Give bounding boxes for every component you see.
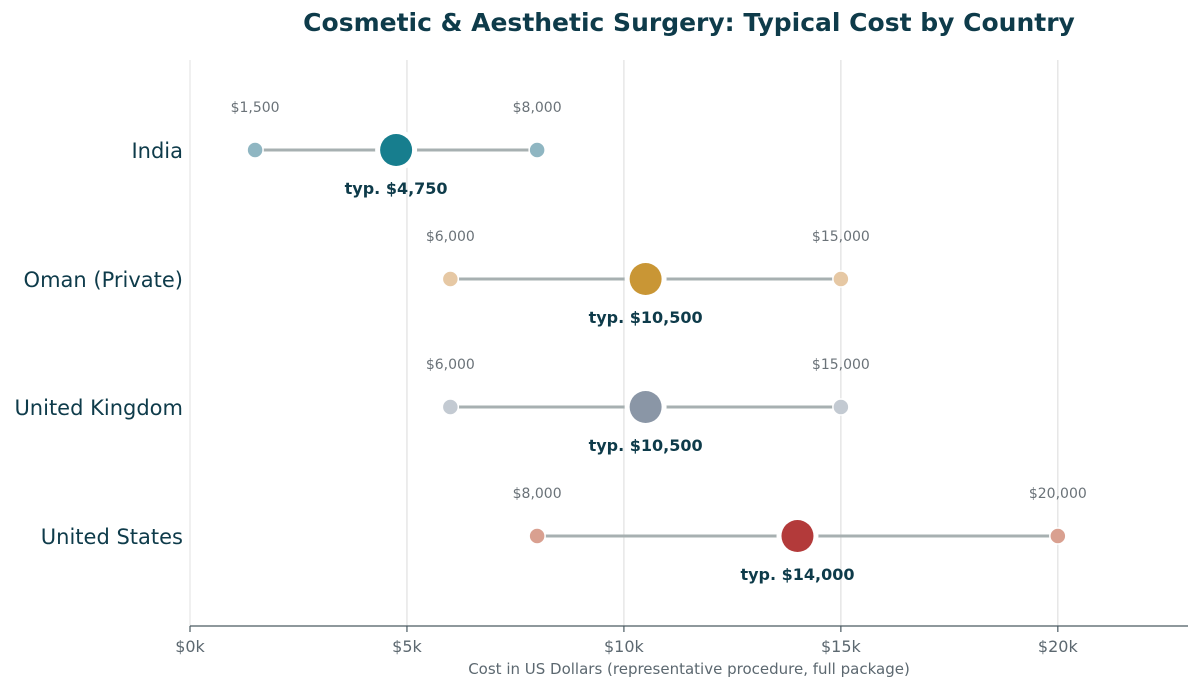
min-point-oman-private [441, 270, 460, 288]
category-label-india: India [131, 139, 183, 163]
category-label-oman-private: Oman (Private) [24, 268, 183, 292]
x-tick-label-2: $10k [604, 637, 645, 656]
min-label-united-kingdom: $6,000 [426, 357, 475, 373]
chart-title: Cosmetic & Aesthetic Surgery: Typical Co… [303, 8, 1075, 37]
min-label-oman-private: $6,000 [426, 229, 475, 245]
typical-point-united-states [781, 520, 814, 552]
min-point-united-kingdom [441, 398, 460, 416]
min-label-united-states: $8,000 [513, 486, 562, 502]
typical-point-india [380, 134, 413, 166]
min-label-india: $1,500 [231, 100, 280, 116]
max-label-india: $8,000 [513, 100, 562, 116]
typical-point-oman-private [629, 263, 662, 295]
max-point-united-states [1049, 527, 1067, 545]
category-label-united-kingdom: United Kingdom [14, 396, 183, 420]
max-label-oman-private: $15,000 [812, 229, 870, 245]
x-tick-label-1: $5k [392, 637, 422, 656]
x-tick-label-3: $15k [821, 637, 862, 656]
x-tick-label-4: $20k [1038, 637, 1079, 656]
typical-label-united-kingdom: typ. $10,500 [589, 436, 703, 455]
max-label-united-kingdom: $15,000 [812, 357, 870, 373]
min-point-united-states [528, 527, 546, 545]
x-tick-label-0: $0k [175, 637, 205, 656]
typical-point-united-kingdom [629, 391, 662, 423]
x-axis-label: Cost in US Dollars (representative proce… [468, 660, 910, 678]
max-point-oman-private [832, 270, 850, 288]
category-label-united-states: United States [41, 525, 183, 549]
typical-label-oman-private: typ. $10,500 [589, 308, 703, 327]
min-point-india [246, 141, 264, 159]
typical-label-united-states: typ. $14,000 [740, 565, 854, 584]
max-label-united-states: $20,000 [1029, 486, 1087, 502]
max-point-united-kingdom [832, 398, 850, 416]
max-point-india [528, 141, 546, 159]
typical-label-india: typ. $4,750 [345, 179, 448, 198]
